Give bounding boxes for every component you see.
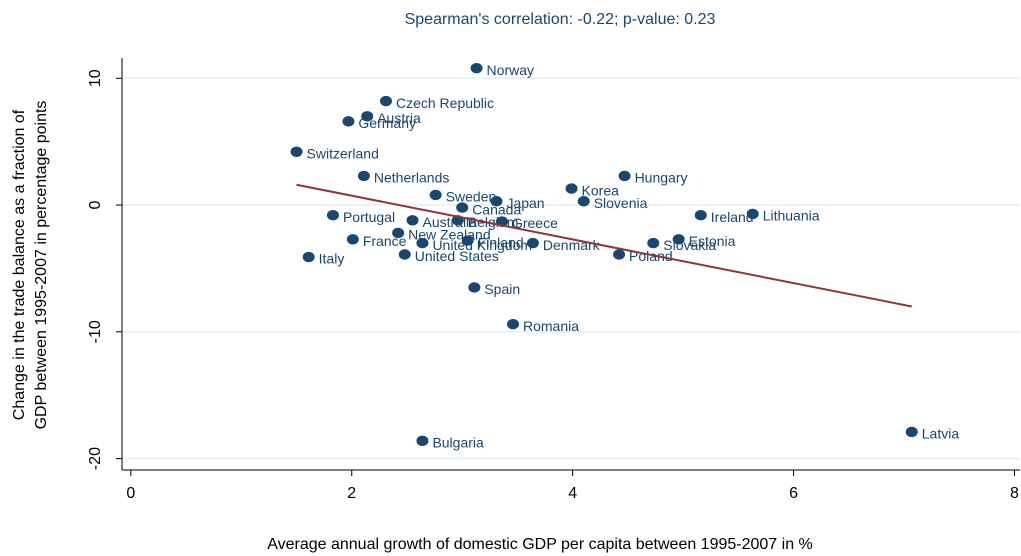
point [526, 237, 539, 249]
point-label: Ireland [711, 209, 754, 225]
point-label: Latvia [922, 426, 960, 442]
y-tick-label: -10 [87, 320, 104, 343]
point [470, 62, 483, 74]
point-label: Austria [377, 110, 421, 126]
point [577, 196, 590, 207]
point [746, 208, 759, 220]
point-label: Finland [478, 234, 524, 250]
point-label: United Kingdom [432, 237, 532, 253]
point [326, 209, 339, 221]
point [507, 319, 520, 330]
point-label: Italy [319, 251, 345, 267]
point [905, 426, 918, 438]
point [647, 237, 660, 249]
point [406, 215, 419, 226]
point [342, 116, 355, 127]
y-tick-label: 10 [87, 69, 104, 87]
point-label: Germany [358, 115, 416, 131]
point-label: Slovakia [663, 237, 716, 253]
y-axis-label: GDP between 1995-2007 in percentage poin… [33, 101, 50, 430]
point-label: Spain [484, 281, 520, 297]
point-label: Lithuania [763, 208, 820, 224]
point [357, 170, 370, 182]
point-label: Slovenia [594, 195, 648, 211]
fit-line [296, 183, 912, 308]
point-label: Denmark [543, 237, 601, 253]
point-label: United States [415, 248, 499, 264]
point [461, 235, 474, 246]
point [361, 111, 374, 122]
point-label: Switzerland [307, 146, 379, 162]
point-label: Korea [582, 182, 620, 198]
point-label: Portugal [343, 209, 395, 225]
point [302, 251, 315, 263]
point [490, 196, 503, 207]
point-label: Poland [629, 248, 673, 264]
point [398, 249, 411, 260]
point-label: Estonia [689, 233, 736, 249]
point [346, 234, 359, 245]
point [379, 95, 392, 107]
x-axis-label: Average annual growth of domestic GDP pe… [267, 536, 813, 553]
x-tick-label: 0 [126, 485, 135, 502]
point-label: France [363, 233, 407, 249]
point-label: Bulgaria [432, 435, 484, 451]
point [392, 227, 405, 239]
point-label: Hungary [635, 170, 688, 186]
point [416, 237, 429, 249]
point [694, 209, 707, 221]
y-axis-label: Change in the trade balance as a fractio… [11, 109, 28, 420]
point-label: Norway [487, 62, 534, 78]
x-tick-label: 6 [789, 485, 798, 502]
point [618, 170, 631, 182]
point-label: Czech Republic [396, 95, 494, 111]
x-tick-label: 2 [347, 485, 356, 502]
point-label: Canada [472, 201, 521, 217]
point [290, 146, 303, 158]
point-label: Netherlands [374, 170, 450, 186]
point-label: Sweden [446, 189, 497, 205]
point-label: Greece [512, 215, 558, 231]
x-tick-label: 8 [1010, 485, 1019, 502]
point [613, 249, 626, 260]
point [456, 202, 469, 213]
y-tick-label: 0 [87, 201, 104, 210]
point [416, 435, 429, 447]
x-tick-label: 4 [568, 485, 577, 502]
point-label: Japan [506, 195, 544, 211]
point [565, 183, 578, 194]
point-label: Romania [523, 318, 579, 334]
point [672, 234, 685, 245]
y-tick-label: -20 [87, 447, 104, 470]
chart-title: Spearman's correlation: -0.22; p-value: … [405, 11, 716, 28]
point [468, 282, 481, 293]
point [429, 189, 442, 201]
